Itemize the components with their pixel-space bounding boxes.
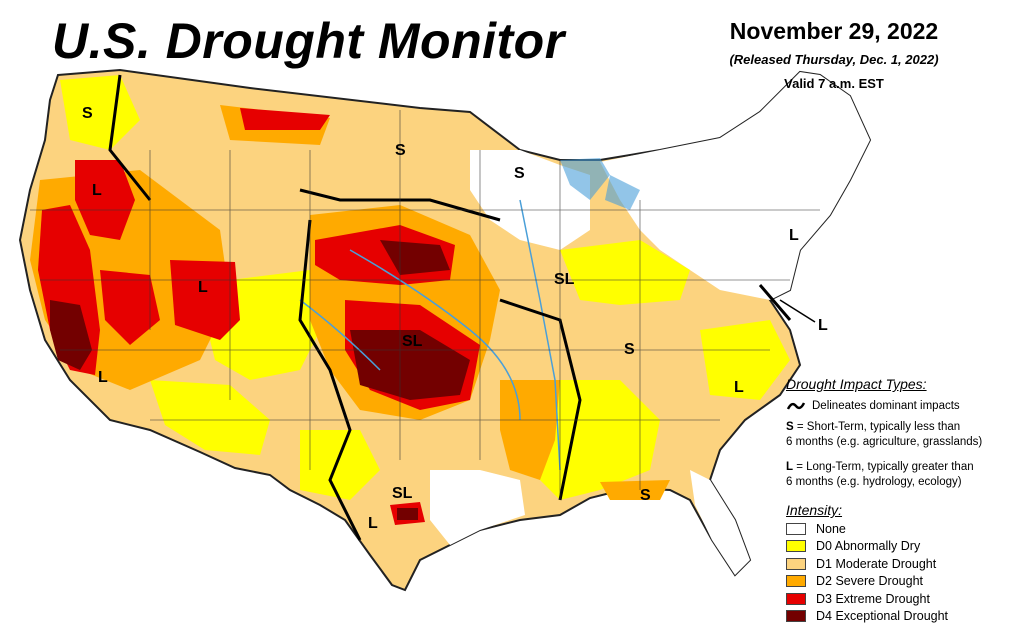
d0-texas bbox=[300, 430, 380, 500]
d3-oregon bbox=[75, 160, 135, 240]
map-label-ca: L bbox=[98, 369, 108, 386]
intensity-label-d3: D3 Extreme Drought bbox=[816, 591, 930, 606]
valid-time: Valid 7 a.m. EST bbox=[784, 76, 884, 91]
impact-boundary bbox=[108, 74, 792, 541]
gulf-none-area bbox=[430, 470, 525, 545]
short-term-desc: S = Short-Term, typically less than 6 mo… bbox=[786, 420, 1022, 450]
intensity-swatches: None D0 Abnormally Dry D1 Moderate Droug… bbox=[786, 520, 1022, 625]
intensity-label-d2: D2 Severe Drought bbox=[816, 574, 924, 589]
intensity-row-d1: D1 Moderate Drought bbox=[786, 555, 1022, 573]
release-note: (Released Thursday, Dec. 1, 2022) bbox=[729, 52, 939, 67]
map-label-fl: S bbox=[640, 487, 651, 504]
d4-kansas bbox=[350, 330, 470, 400]
d3-montana bbox=[240, 108, 330, 130]
short-term-line1: = Short-Term, typically less than bbox=[793, 421, 961, 433]
impact-legend: Drought Impact Types: Delineates dominan… bbox=[786, 376, 1022, 490]
d4-texas bbox=[397, 508, 418, 520]
delineates-row: Delineates dominant impacts bbox=[786, 400, 1022, 412]
map-label-md: L bbox=[818, 317, 828, 334]
d0-southwest bbox=[150, 380, 270, 455]
d4-nebraska bbox=[380, 240, 450, 275]
intensity-label-none: None bbox=[816, 521, 846, 536]
map-label-nc: L bbox=[734, 379, 744, 396]
short-term-line2: 6 months (e.g. agriculture, grasslands) bbox=[786, 436, 983, 448]
map-label-or: L bbox=[92, 182, 102, 199]
intensity-row-none: None bbox=[786, 520, 1022, 538]
delineates-text: Delineates dominant impacts bbox=[812, 400, 960, 412]
intensity-label-d1: D1 Moderate Drought bbox=[816, 556, 937, 571]
impact-line-icon bbox=[786, 402, 806, 410]
state-lines bbox=[30, 110, 820, 500]
md-pointer bbox=[779, 299, 816, 323]
map-label-mi: S bbox=[514, 165, 525, 182]
d2-mississippi bbox=[500, 380, 560, 480]
short-term-code: S bbox=[786, 421, 794, 433]
swatch-d0 bbox=[786, 540, 806, 553]
intensity-row-d3: D3 Extreme Drought bbox=[786, 590, 1022, 608]
map-label-ne: L bbox=[789, 227, 799, 244]
intensity-legend-heading: Intensity: bbox=[786, 502, 843, 518]
river-lines bbox=[299, 199, 561, 471]
d3-nevada bbox=[100, 270, 160, 345]
east-none-area bbox=[600, 72, 870, 300]
intensity-row-d4: D4 Exceptional Drought bbox=[786, 608, 1022, 626]
impact-legend-heading: Drought Impact Types: bbox=[786, 376, 927, 392]
intensity-label-d4: D4 Exceptional Drought bbox=[816, 609, 949, 624]
d0-carolinas bbox=[700, 320, 790, 400]
long-term-line1: = Long-Term, typically greater than bbox=[793, 461, 974, 473]
map-label-wa: S bbox=[82, 105, 93, 122]
swatch-none bbox=[786, 522, 806, 535]
intensity-label-d0: D0 Abnormally Dry bbox=[816, 539, 921, 554]
swatch-d1 bbox=[786, 557, 806, 570]
map-date: November 29, 2022 bbox=[729, 18, 939, 44]
intensity-row-d0: D0 Abnormally Dry bbox=[786, 538, 1022, 556]
d0-northwest bbox=[60, 75, 140, 150]
long-term-code: L bbox=[786, 461, 794, 473]
long-term-line2: 6 months (e.g. hydrology, ecology) bbox=[786, 476, 962, 488]
map-label-ut: L bbox=[198, 279, 208, 296]
southeast-none-area bbox=[690, 470, 750, 575]
long-term-desc: L = Long-Term, typically greater than 6 … bbox=[786, 460, 1022, 490]
d0-ohio-valley bbox=[560, 240, 690, 305]
map-label-nd: S bbox=[395, 142, 406, 159]
swatch-d2 bbox=[786, 575, 806, 588]
map-label-tx-south: L bbox=[368, 515, 378, 532]
swatch-d4 bbox=[786, 610, 806, 623]
intensity-row-d2: D2 Severe Drought bbox=[786, 573, 1022, 591]
d4-california bbox=[50, 300, 92, 370]
intensity-legend: Intensity: None D0 Abnormally Dry D1 Mod… bbox=[786, 502, 1022, 625]
map-label-ks: SL bbox=[402, 333, 423, 350]
map-label-tn: S bbox=[624, 341, 635, 358]
map-label-tx: SL bbox=[392, 485, 413, 502]
map-label-ia-il: SL bbox=[554, 271, 575, 288]
d2-florida bbox=[600, 480, 670, 500]
great-lakes bbox=[560, 158, 640, 210]
swatch-d3 bbox=[786, 592, 806, 605]
map-title: U.S. Drought Monitor bbox=[52, 13, 565, 69]
